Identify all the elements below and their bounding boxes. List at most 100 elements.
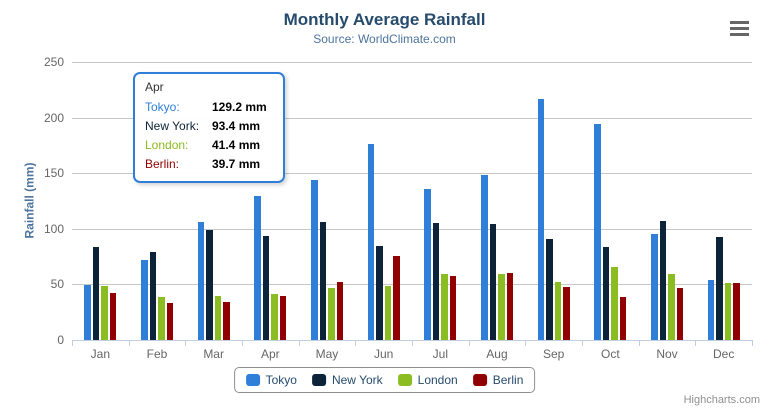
bar[interactable]	[101, 285, 108, 340]
x-axis-tick-mark	[185, 341, 187, 346]
bar[interactable]	[489, 224, 496, 340]
y-axis-tick-label: 250	[43, 55, 64, 69]
bar[interactable]	[563, 287, 570, 340]
x-axis-category-label: Apr	[260, 347, 280, 361]
legend-item-berlin[interactable]: Berlin	[472, 373, 523, 387]
x-axis-category-label: Nov	[656, 347, 678, 361]
bar[interactable]	[707, 279, 715, 340]
bar[interactable]	[668, 274, 675, 340]
bar[interactable]	[449, 276, 457, 340]
bar[interactable]	[376, 246, 383, 340]
gridline	[72, 173, 752, 175]
bar[interactable]	[506, 272, 513, 340]
context-menu-button[interactable]	[730, 21, 749, 36]
bar[interactable]	[676, 287, 683, 340]
bar[interactable]	[602, 247, 610, 340]
bar[interactable]	[206, 230, 213, 340]
y-axis-tick-label: 0	[57, 333, 64, 347]
bar[interactable]	[384, 286, 392, 340]
chart-subtitle: Source: WorldClimate.com	[313, 32, 456, 46]
x-axis-tick-mark	[128, 341, 130, 346]
bar[interactable]	[328, 287, 335, 340]
x-axis-category-label: May	[315, 347, 339, 361]
y-axis-tick-label: 200	[43, 110, 64, 125]
legend-item-london[interactable]: London	[397, 373, 458, 387]
bar[interactable]	[554, 281, 562, 340]
gridline	[72, 284, 752, 286]
x-axis-category-label: Jan	[90, 347, 110, 361]
y-axis-tick-label: 100	[43, 221, 64, 236]
bar[interactable]	[716, 237, 723, 340]
bar[interactable]	[262, 236, 270, 340]
bar[interactable]	[166, 303, 173, 340]
bar[interactable]	[481, 174, 488, 340]
bar[interactable]	[546, 238, 553, 340]
bar[interactable]	[254, 196, 261, 340]
bar[interactable]	[197, 221, 205, 340]
bar[interactable]	[319, 222, 326, 340]
tooltip-row: Tokyo: 129.2 mm	[145, 98, 273, 117]
x-axis-category-label: Mar	[203, 347, 224, 361]
legend-symbol-icon	[245, 374, 260, 386]
x-axis-line	[72, 340, 753, 341]
bar[interactable]	[594, 124, 601, 340]
x-axis-tick-mark	[582, 341, 583, 346]
bar[interactable]	[619, 296, 627, 340]
x-axis-tick-mark	[298, 341, 300, 346]
bar[interactable]	[311, 179, 318, 340]
bar[interactable]	[214, 296, 222, 340]
bar[interactable]	[223, 301, 230, 340]
tooltip-series-label: New York:	[145, 119, 200, 133]
gridline	[72, 228, 752, 230]
bar[interactable]	[141, 260, 148, 340]
bar[interactable]	[271, 293, 278, 340]
legend-item-tokyo[interactable]: Tokyo	[245, 373, 297, 387]
bar[interactable]	[158, 296, 165, 340]
tooltip-series-label: Tokyo:	[145, 100, 180, 114]
x-axis-tick-mark	[355, 341, 357, 346]
bar[interactable]	[84, 284, 91, 340]
gridline	[72, 117, 752, 119]
bar[interactable]	[109, 292, 117, 340]
gridline	[72, 62, 752, 63]
bar[interactable]	[659, 221, 666, 340]
x-axis-tick-mark	[72, 341, 73, 346]
tooltip: Apr Tokyo: 129.2 mm New York: 93.4 mm London…	[133, 72, 285, 183]
bar[interactable]	[424, 189, 431, 340]
tooltip-header: Apr	[145, 80, 164, 94]
bar[interactable]	[336, 281, 343, 340]
x-axis-category-label: Jul	[432, 347, 448, 361]
legend-symbol-icon	[397, 374, 412, 386]
bar[interactable]	[149, 252, 156, 340]
bar[interactable]	[537, 99, 545, 340]
x-axis-tick-mark	[468, 341, 470, 346]
legend-item-label: Tokyo	[265, 373, 297, 387]
bar[interactable]	[92, 247, 100, 340]
tooltip-series-label: Berlin:	[145, 157, 180, 171]
legend-item-label: New York	[331, 373, 383, 387]
tooltip-series-label: London:	[145, 138, 189, 152]
bar[interactable]	[432, 223, 440, 340]
bar[interactable]	[651, 233, 658, 340]
legend-item-new-york[interactable]: New York	[311, 373, 383, 387]
x-axis-category-label: Oct	[600, 347, 620, 361]
x-axis-tick-mark	[242, 341, 243, 346]
bar[interactable]	[279, 295, 287, 340]
x-axis-tick-mark	[412, 341, 413, 346]
tooltip-series-value: 93.4 mm	[212, 119, 261, 133]
credits-link[interactable]: Highcharts.com	[683, 394, 760, 406]
y-axis-tick-label: 50	[50, 277, 64, 292]
bar[interactable]	[441, 274, 448, 340]
bar[interactable]	[611, 267, 618, 340]
x-axis-tick-mark	[752, 341, 753, 346]
x-axis-category-label: Feb	[146, 347, 168, 361]
bar[interactable]	[498, 273, 505, 340]
y-axis-tick-label: 150	[43, 166, 64, 181]
bar[interactable]	[367, 144, 375, 340]
tooltip-series-value: 41.4 mm	[212, 138, 261, 152]
tooltip-row: London: 41.4 mm	[145, 136, 273, 155]
bar[interactable]	[393, 256, 400, 340]
bar[interactable]	[733, 283, 740, 340]
bar[interactable]	[724, 283, 732, 340]
chart-title: Monthly Average Rainfall	[283, 10, 486, 29]
